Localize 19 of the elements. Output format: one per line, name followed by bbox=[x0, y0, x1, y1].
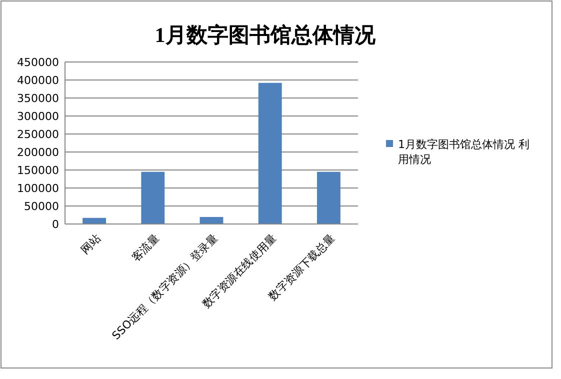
y-tick-label: 150000 bbox=[17, 164, 59, 177]
y-tick-label: 100000 bbox=[17, 182, 59, 195]
bar bbox=[141, 172, 165, 224]
y-tick-label: 300000 bbox=[17, 110, 59, 123]
y-tick-label: 200000 bbox=[17, 146, 59, 159]
y-tick-label: 400000 bbox=[17, 74, 59, 87]
y-tick-label: 50000 bbox=[24, 200, 59, 213]
bar bbox=[316, 172, 340, 224]
y-tick-label: 250000 bbox=[17, 128, 59, 141]
y-tick-label: 450000 bbox=[17, 56, 59, 69]
y-tick-label: 0 bbox=[52, 218, 59, 231]
y-tick-label: 350000 bbox=[17, 92, 59, 105]
bar bbox=[200, 216, 224, 224]
chart-title: 1月数字图书馆总体情况 bbox=[154, 23, 376, 47]
x-tick-label: 客流量 bbox=[129, 232, 162, 264]
bar bbox=[82, 218, 106, 224]
bar bbox=[258, 82, 282, 224]
x-tick-label: 网站 bbox=[78, 232, 104, 256]
legend-label: 1月数字图书馆总体情况 利用情况 bbox=[398, 138, 530, 166]
